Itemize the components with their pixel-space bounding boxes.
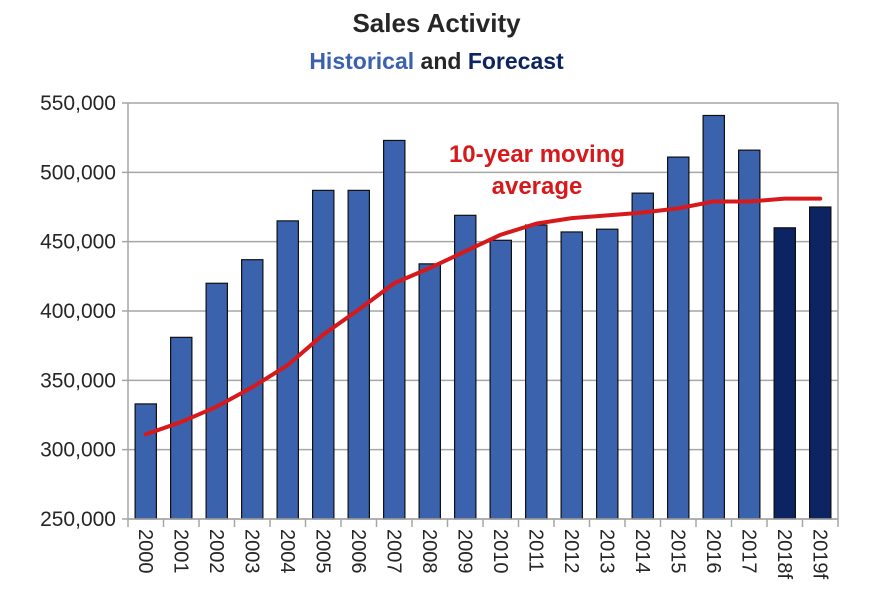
x-tick-label: 2018f	[773, 529, 795, 579]
subtitle-forecast: Forecast	[467, 48, 564, 74]
x-tick-label: 2004	[276, 529, 298, 574]
bar	[347, 189, 371, 520]
bar	[383, 139, 406, 520]
x-tick-label: 2017	[737, 529, 759, 574]
bar	[524, 224, 548, 520]
y-tick-label: 450,000	[40, 231, 116, 254]
bar	[595, 228, 619, 520]
x-tick-label: 2009	[453, 529, 475, 574]
bar	[454, 214, 477, 520]
x-tick-label: 2006	[347, 529, 369, 574]
x-tick-label: 2008	[418, 529, 440, 574]
x-tick-label: 2013	[595, 529, 617, 574]
subtitle-and: and	[420, 48, 462, 74]
bar	[773, 227, 796, 520]
bar	[418, 263, 442, 520]
x-tick-label: 2011	[524, 529, 546, 572]
moving-average-annotation: average	[492, 173, 583, 200]
x-tick-label: 2015	[666, 529, 688, 574]
x-tick-label: 2007	[382, 529, 404, 574]
y-tick-label: 400,000	[40, 300, 116, 323]
bar	[666, 156, 690, 520]
x-tick-label: 2012	[560, 529, 582, 574]
bar	[737, 149, 761, 520]
chart-subtitle: Historical and Forecast	[0, 48, 873, 75]
subtitle-historical: Historical	[309, 48, 415, 74]
x-tick-label: 2001	[169, 529, 191, 574]
x-tick-label: 2002	[205, 529, 227, 574]
x-tick-label: 2016	[702, 529, 724, 574]
chart-title: Sales Activity	[352, 8, 521, 38]
x-tick-label: 2005	[311, 529, 333, 574]
x-tick-label: 2019f	[808, 529, 830, 579]
bar	[702, 114, 725, 520]
y-tick-label: 350,000	[40, 369, 116, 392]
x-tick-label: 2010	[489, 529, 511, 574]
bar	[631, 192, 654, 520]
x-tick-label: 2000	[134, 529, 156, 574]
y-tick-label: 550,000	[40, 92, 116, 115]
bar	[170, 336, 193, 520]
bar	[312, 189, 335, 520]
bar	[489, 239, 513, 520]
moving-average-line	[143, 196, 823, 437]
moving-average-annotation: 10-year moving	[449, 141, 625, 168]
y-tick-label: 500,000	[40, 161, 116, 184]
x-tick-label: 2003	[240, 529, 262, 574]
bar	[134, 403, 158, 520]
y-tick-label: 300,000	[40, 439, 116, 462]
y-tick-label: 250,000	[40, 508, 116, 531]
bar	[808, 206, 832, 520]
bar	[560, 231, 583, 520]
x-tick-label: 2014	[631, 529, 653, 574]
